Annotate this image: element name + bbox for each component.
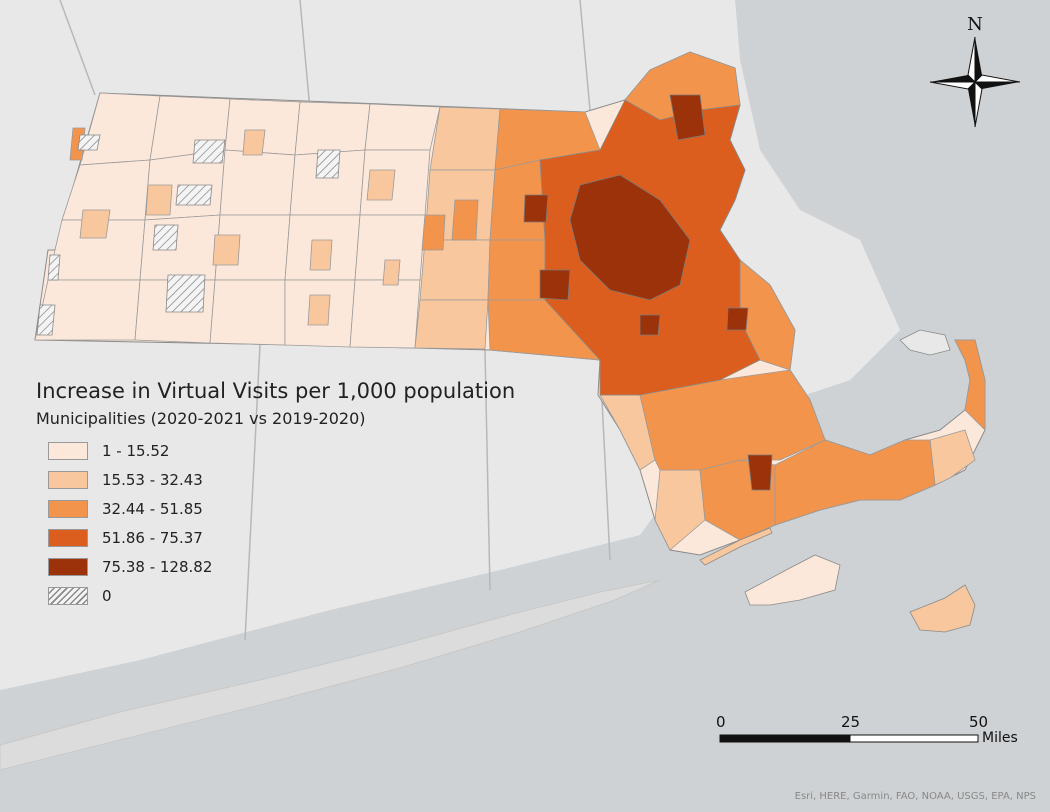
- cape-tip: [899, 329, 951, 356]
- legend-item: 15.53 - 32.43: [36, 465, 506, 494]
- legend-label: 15.53 - 32.43: [102, 470, 203, 489]
- nantucket: [909, 584, 976, 633]
- north-arrow-icon: [929, 36, 1021, 128]
- legend-swatch: [48, 499, 88, 518]
- north-label: N: [967, 14, 983, 35]
- scale-bar: [719, 734, 979, 743]
- legend-title: Increase in Virtual Visits per 1,000 pop…: [36, 379, 516, 403]
- marthas-vineyard: [744, 554, 841, 606]
- legend-swatch: [48, 441, 88, 460]
- legend-label: 51.86 - 75.37: [102, 528, 203, 547]
- attribution: Esri, HERE, Garmin, FAO, NOAA, USGS, EPA…: [794, 791, 1036, 802]
- legend-swatch: [48, 470, 88, 489]
- long-island: [0, 579, 661, 771]
- legend-label: 75.38 - 128.82: [102, 557, 213, 576]
- legend-label: 1 - 15.52: [102, 441, 170, 460]
- legend: Increase in Virtual Visits per 1,000 pop…: [36, 376, 516, 610]
- legend-item: 1 - 15.52: [36, 436, 506, 465]
- legend-label: 0: [102, 586, 112, 605]
- legend-subtitle: Municipalities (2020-2021 vs 2019-2020): [36, 409, 366, 428]
- legend-swatch: [48, 528, 88, 547]
- legend-item: 32.44 - 51.85: [36, 494, 506, 523]
- legend-swatch-hatched: [48, 586, 88, 605]
- legend-swatch: [48, 557, 88, 576]
- legend-item: 51.86 - 75.37: [36, 523, 506, 552]
- legend-label: 32.44 - 51.85: [102, 499, 203, 518]
- legend-item: 75.38 - 128.82: [36, 552, 506, 581]
- zero-municipalities: [36, 134, 341, 336]
- scale-tick-50: 50: [969, 713, 989, 731]
- legend-item: 0: [36, 581, 506, 610]
- class-5-municipalities: [523, 94, 773, 491]
- scale-tick-0: 0: [716, 713, 726, 731]
- scale-unit: Miles: [982, 730, 1018, 746]
- scale-tick-25: 25: [841, 713, 861, 731]
- class-2-municipalities: [79, 106, 976, 551]
- elizabeth-islands: [699, 527, 773, 566]
